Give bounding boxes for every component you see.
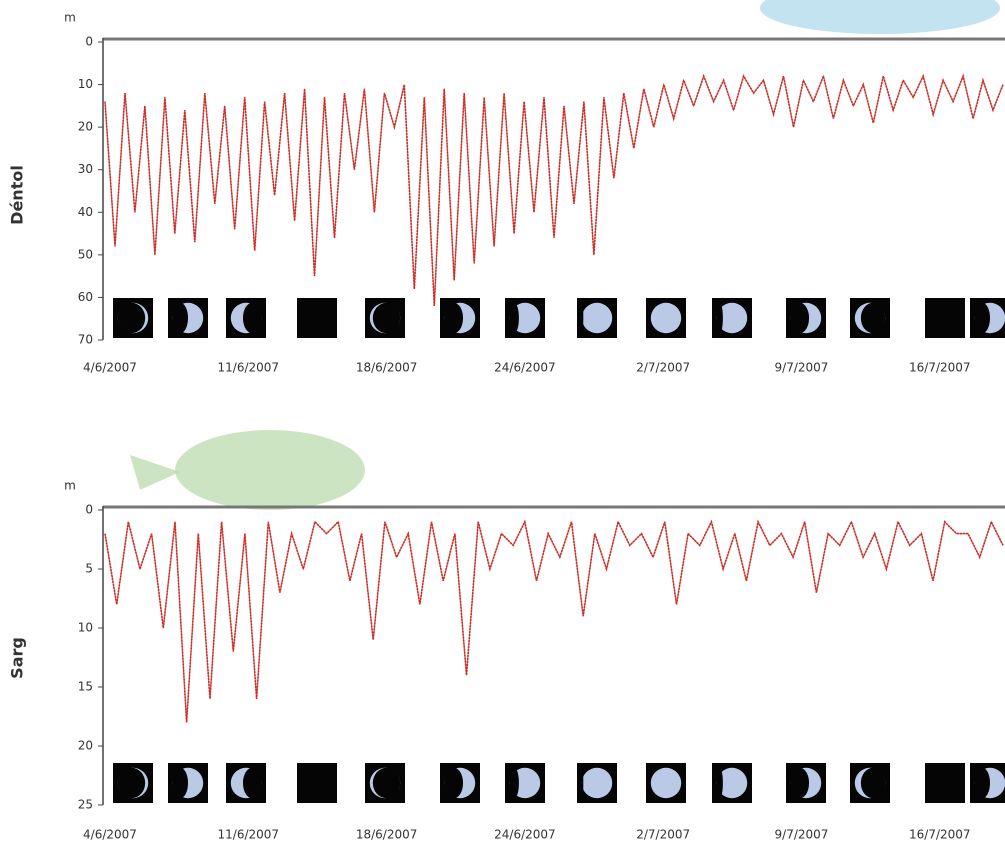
- moon-shadow: [716, 302, 723, 334]
- moon: [650, 302, 682, 334]
- x-tick-label: 24/6/2007: [494, 828, 556, 842]
- moon-shadow: [242, 302, 262, 334]
- x-tick-label: 18/6/2007: [356, 828, 418, 842]
- x-tick-label: 2/7/2007: [636, 828, 690, 842]
- fish-decoration: [760, 0, 1000, 34]
- moon-shadow: [242, 767, 262, 799]
- y-tick-label: 70: [78, 333, 93, 347]
- moon-box: [925, 298, 965, 338]
- y-tick-label: 25: [78, 798, 93, 812]
- x-tick-label: 11/6/2007: [218, 828, 280, 842]
- y-tick-label: 5: [85, 562, 93, 576]
- y-axis-label: m: [64, 11, 76, 25]
- moon-shadow: [860, 767, 886, 799]
- fish-decoration: [130, 455, 180, 490]
- x-tick-label: 2/7/2007: [636, 361, 690, 375]
- depth-trace: [104, 73, 1004, 306]
- moon-shadow: [444, 767, 464, 799]
- moon-shadow: [509, 302, 519, 334]
- side-label: Déntol: [8, 165, 27, 225]
- moon-shadow: [860, 302, 886, 334]
- moon-shadow: [974, 302, 991, 334]
- side-label: Sarg: [8, 637, 27, 679]
- x-tick-label: 4/6/2007: [83, 361, 137, 375]
- x-tick-label: 16/7/2007: [909, 361, 971, 375]
- y-tick-label: 40: [78, 205, 93, 219]
- moon-shadow: [790, 302, 810, 334]
- moon-shadow: [581, 767, 584, 799]
- moon-box: [925, 763, 965, 803]
- x-tick-label: 18/6/2007: [356, 361, 418, 375]
- moon-shadow: [117, 302, 146, 334]
- depth-trace: [104, 519, 1004, 723]
- x-tick-label: 9/7/2007: [775, 361, 829, 375]
- x-tick-label: 11/6/2007: [218, 361, 280, 375]
- y-tick-label: 50: [78, 247, 93, 261]
- moon: [716, 767, 748, 799]
- moon-box: [297, 298, 337, 338]
- y-tick-label: 10: [78, 77, 93, 91]
- y-tick-label: 30: [78, 162, 93, 176]
- moon-shadow: [117, 767, 146, 799]
- moon-shadow: [509, 767, 519, 799]
- moon: [650, 767, 682, 799]
- moon: [581, 767, 613, 799]
- moon-shadow: [172, 767, 188, 799]
- moon-shadow: [581, 302, 584, 334]
- x-tick-label: 16/7/2007: [909, 828, 971, 842]
- y-tick-label: 60: [78, 290, 93, 304]
- moon-shadow: [372, 767, 401, 799]
- moon-shadow: [790, 767, 810, 799]
- moon-shadow: [444, 302, 464, 334]
- moon-shadow: [974, 767, 991, 799]
- moon: [716, 302, 748, 334]
- moon-box: [297, 763, 337, 803]
- x-tick-label: 4/6/2007: [83, 828, 137, 842]
- y-tick-label: 20: [78, 739, 93, 753]
- y-tick-label: 0: [85, 35, 93, 49]
- moon: [581, 302, 613, 334]
- x-tick-label: 24/6/2007: [494, 361, 556, 375]
- x-tick-label: 9/7/2007: [775, 828, 829, 842]
- moon-shadow: [372, 302, 401, 334]
- y-axis-label: m: [64, 479, 76, 493]
- moon-shadow: [716, 767, 723, 799]
- y-tick-label: 20: [78, 120, 93, 134]
- y-tick-label: 15: [78, 680, 93, 694]
- y-tick-label: 10: [78, 621, 93, 635]
- depth-trace-shadow: [104, 74, 1004, 306]
- fish-decoration: [175, 430, 365, 510]
- depth-trace-shadow: [104, 520, 1004, 723]
- y-tick-label: 0: [85, 503, 93, 517]
- moon-shadow: [172, 302, 188, 334]
